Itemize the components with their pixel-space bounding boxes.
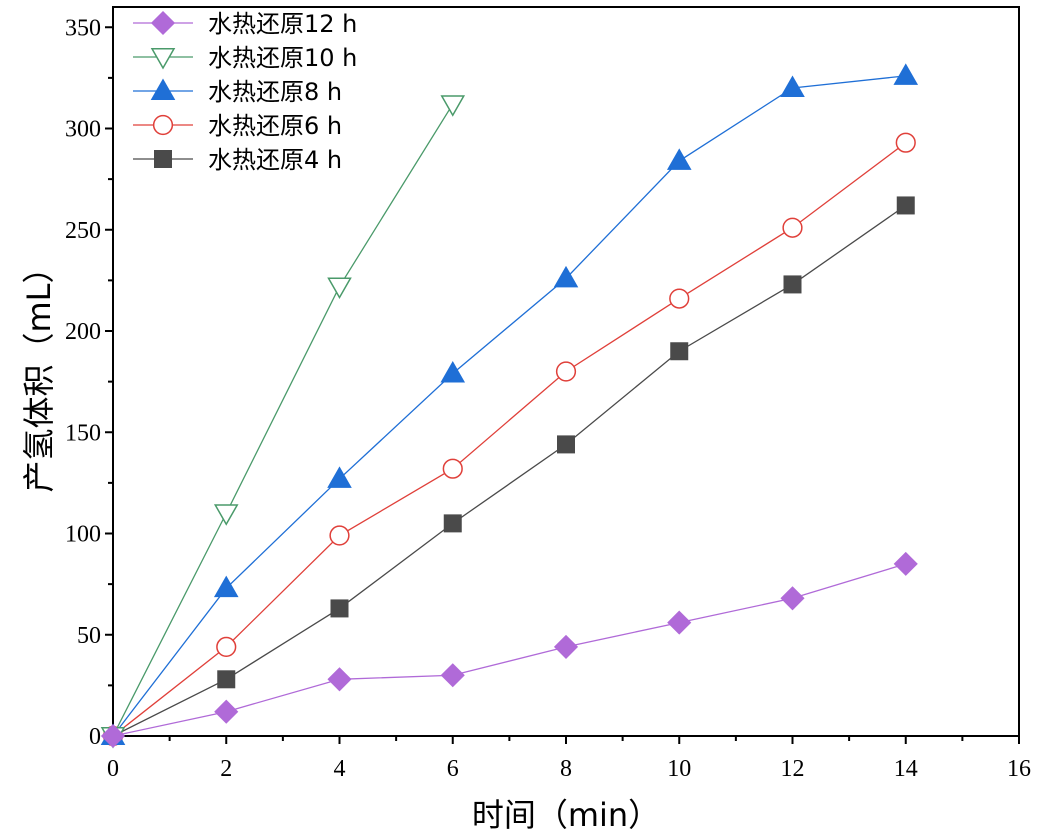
- series-layer: [100, 63, 919, 749]
- series-line: [112, 204, 907, 737]
- y-tick-label: 150: [65, 420, 101, 446]
- legend-entry: 水热还原6 h: [133, 112, 342, 140]
- x-tick-label: 14: [894, 756, 918, 782]
- y-tick-label: 0: [89, 724, 101, 750]
- y-tick-label: 50: [77, 623, 101, 649]
- x-tick-label: 8: [560, 756, 572, 782]
- data-point: [896, 196, 915, 215]
- series-line: [112, 563, 906, 737]
- x-tick-label: 2: [220, 756, 232, 782]
- axis-ticks: [105, 26, 1020, 744]
- legend-label: 水热还原10 h: [208, 44, 357, 72]
- data-point: [440, 361, 466, 383]
- y-tick-label: 200: [65, 319, 101, 345]
- data-point: [670, 342, 689, 361]
- data-point: [893, 551, 918, 576]
- data-point: [327, 277, 352, 299]
- y-tick-label: 300: [65, 117, 101, 143]
- series: [102, 132, 916, 747]
- x-tick-label: 12: [781, 756, 805, 782]
- series: [100, 551, 918, 749]
- series-line: [112, 75, 906, 737]
- data-point: [667, 610, 692, 635]
- data-point: [327, 466, 352, 488]
- y-tick-label: 100: [65, 522, 101, 548]
- data-point: [214, 699, 239, 724]
- x-tick-label: 4: [334, 756, 346, 782]
- data-point: [669, 288, 690, 309]
- x-tick-label: 0: [107, 756, 119, 782]
- x-tick-label: 10: [667, 756, 691, 782]
- data-point: [330, 599, 349, 618]
- legend-entry: 水热还原10 h: [133, 44, 357, 72]
- axis-tick-labels: 0 2 4 6 8 10 12 14 16 0 50 100 150 200 250 300 350: [65, 15, 1031, 782]
- legend-entry: 水热还原4 h: [133, 146, 342, 174]
- legend: 水热还原12 h 水热还原10 h 水热还原8 h 水热还原6 h 水热还原4 h: [133, 10, 357, 174]
- series-line: [112, 142, 907, 737]
- data-point: [100, 723, 126, 749]
- x-axis-title: 时间（min）: [472, 796, 660, 834]
- legend-label: 水热还原12 h: [208, 10, 357, 38]
- legend-marker: [150, 78, 176, 100]
- series: [100, 63, 919, 745]
- x-tick-label: 6: [447, 756, 459, 782]
- data-point: [780, 75, 805, 97]
- y-axis-title: 产氢体积（mL）: [20, 251, 58, 492]
- legend-marker: [150, 10, 176, 36]
- legend-marker: [150, 48, 176, 70]
- y-tick-label: 350: [65, 15, 101, 41]
- data-point: [782, 217, 803, 238]
- x-tick-label: 16: [1007, 756, 1031, 782]
- data-point: [555, 361, 577, 382]
- legend-marker: [152, 114, 174, 136]
- data-point: [442, 458, 463, 479]
- legend-entry: 水热还原8 h: [133, 78, 342, 106]
- legend-label: 水热还原4 h: [208, 146, 342, 174]
- data-point: [553, 265, 579, 288]
- data-point: [217, 670, 236, 689]
- data-point: [440, 663, 465, 688]
- legend-label: 水热还原6 h: [208, 112, 342, 140]
- legend-label: 水热还原8 h: [208, 78, 342, 106]
- data-point: [666, 148, 692, 170]
- y-tick-label: 250: [65, 218, 101, 244]
- series: [100, 95, 466, 749]
- data-point: [440, 95, 466, 117]
- data-point: [213, 504, 239, 526]
- legend-marker: [154, 150, 172, 168]
- data-point: [895, 132, 916, 153]
- series-line: [112, 103, 454, 737]
- data-point: [557, 435, 575, 454]
- series: [104, 196, 915, 745]
- data-point: [327, 667, 352, 692]
- data-point: [893, 63, 919, 85]
- data-point: [216, 636, 237, 658]
- data-point: [443, 514, 462, 533]
- data-point: [783, 275, 802, 294]
- data-point: [213, 575, 239, 598]
- data-point: [553, 634, 579, 659]
- data-point: [329, 525, 350, 546]
- data-point: [780, 586, 805, 611]
- legend-entry: 水热还原12 h: [133, 10, 357, 38]
